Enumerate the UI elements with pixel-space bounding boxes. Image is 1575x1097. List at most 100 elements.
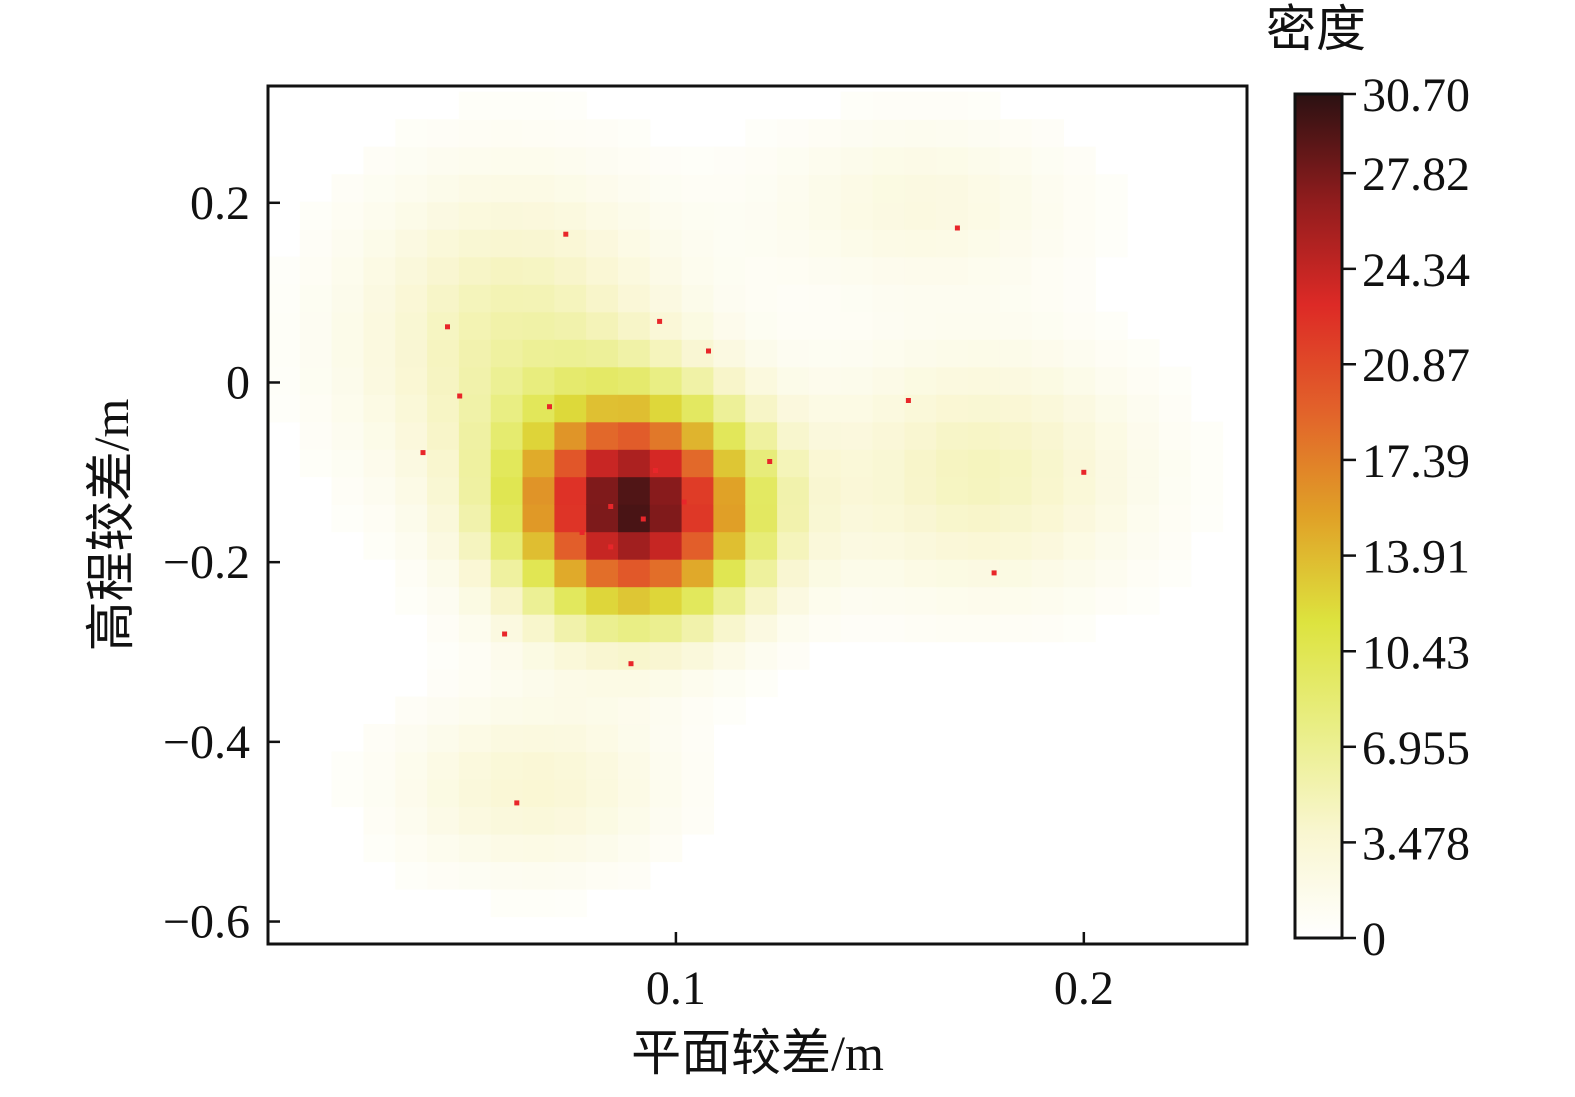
sample-point (706, 348, 711, 354)
sample-point (457, 393, 463, 399)
heatmap-cell (490, 366, 524, 395)
heatmap-cell (522, 696, 555, 725)
heatmap-cell (968, 504, 1001, 533)
heatmap-cell (713, 531, 746, 560)
heatmap-cell (586, 614, 619, 643)
heatmap-cell (586, 366, 619, 395)
heatmap-cell (1127, 339, 1160, 368)
heatmap-cell (618, 806, 651, 835)
heatmap-cell (522, 806, 555, 835)
heatmap-cell (586, 779, 619, 808)
heatmap-cell (618, 311, 651, 340)
heatmap-cell (936, 504, 969, 533)
heatmap-cell (331, 174, 364, 203)
heatmap-cell (968, 284, 1001, 313)
heatmap-cell (1063, 229, 1096, 258)
heatmap-cell (999, 146, 1033, 175)
heatmap-cell (872, 559, 905, 588)
heatmap-cell (1063, 256, 1096, 285)
heatmap-cell (554, 91, 587, 120)
heatmap-cell (649, 229, 683, 258)
heatmap-cell (618, 751, 651, 780)
heatmap-cell (363, 421, 396, 450)
heatmap-cell (840, 531, 874, 560)
heatmap-cell (1031, 146, 1064, 175)
heatmap-cell (554, 614, 587, 643)
heatmap-cell (1095, 229, 1128, 258)
heatmap-cell (1190, 421, 1224, 450)
sample-point (1081, 469, 1087, 475)
sample-point (767, 459, 773, 464)
heatmap-cell (554, 641, 587, 670)
heatmap-cell (904, 146, 937, 175)
heatmap-cell (458, 421, 492, 450)
heatmap-cell (522, 861, 555, 890)
heatmap-cell (586, 229, 619, 258)
heatmap-cell (299, 339, 333, 368)
heatmap-cell (490, 834, 524, 863)
heatmap-cell (490, 256, 524, 285)
heatmap-cell (458, 366, 492, 395)
heatmap-cell (427, 724, 460, 753)
heatmap-cell (458, 806, 492, 835)
heatmap-cell (363, 284, 396, 313)
heatmap-cell (490, 724, 524, 753)
heatmap-cell (649, 339, 683, 368)
heatmap-cell (681, 724, 714, 753)
heatmap-cell (968, 256, 1001, 285)
colorbar-tick-label: 20.87 (1362, 339, 1470, 392)
heatmap-cell (999, 339, 1033, 368)
heatmap-cell (363, 146, 396, 175)
heatmap-cell (872, 91, 905, 120)
heatmap-cell (777, 449, 810, 478)
heatmap-cell (681, 229, 714, 258)
heatmap-cell (363, 806, 396, 835)
heatmap-cell (522, 586, 555, 615)
heatmap-cell (999, 614, 1033, 643)
heatmap-cell (904, 614, 937, 643)
heatmap-cell (554, 201, 587, 230)
heatmap-cell (458, 311, 492, 340)
heatmap-cell (363, 724, 396, 753)
heatmap-cell (331, 476, 364, 505)
heatmap-cell (586, 476, 619, 505)
heatmap-cell (1063, 366, 1096, 395)
heatmap-cell (427, 201, 460, 230)
heatmap-cell (586, 834, 619, 863)
heatmap-cell (681, 449, 714, 478)
heatmap-cell (395, 806, 428, 835)
heatmap-cell (586, 586, 619, 615)
heatmap-cell (999, 201, 1033, 230)
sample-point (502, 631, 508, 637)
heatmap-cell (904, 311, 937, 340)
heatmap-cell (999, 256, 1033, 285)
heatmap-cell (1063, 339, 1096, 368)
heatmap-cell (618, 586, 651, 615)
heatmap-cell (490, 119, 524, 148)
heatmap-cell (554, 724, 587, 753)
heatmap-cell (808, 146, 842, 175)
heatmap-cell (968, 586, 1001, 615)
heatmap-cell (458, 586, 492, 615)
heatmap-cell (268, 311, 301, 340)
heatmap-cell (586, 504, 619, 533)
heatmap-cell (681, 146, 714, 175)
heatmap-cell (427, 614, 460, 643)
heatmap-cell (554, 449, 587, 478)
heatmap-cell (554, 504, 587, 533)
heatmap-cell (904, 119, 937, 148)
heatmap-cell (395, 339, 428, 368)
heatmap-cell (808, 559, 842, 588)
sample-point (640, 516, 646, 522)
heatmap-cell (331, 449, 364, 478)
heatmap-cell (968, 531, 1001, 560)
heatmap-cell (936, 614, 969, 643)
heatmap-cell (522, 366, 555, 395)
heatmap-cell (522, 449, 555, 478)
heatmap-cell (936, 256, 969, 285)
colorbar-tick-label: 27.82 (1362, 148, 1470, 201)
heatmap-cell (395, 284, 428, 313)
sample-point (905, 398, 911, 403)
heatmap-cell (968, 229, 1001, 258)
heatmap-cell (458, 696, 492, 725)
